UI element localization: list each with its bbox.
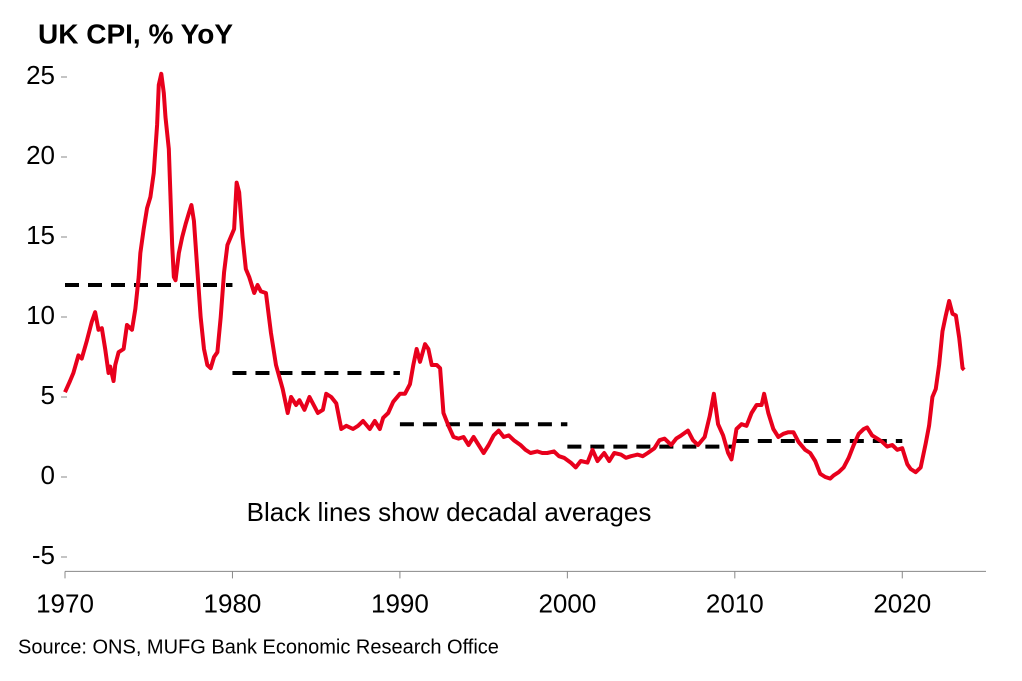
- x-tick-label: 1990: [371, 588, 429, 618]
- x-tick-label: 2010: [706, 588, 764, 618]
- x-tick-label: 2020: [873, 588, 931, 618]
- annotation: Black lines show decadal averages: [247, 497, 652, 527]
- x-tick-label: 1970: [36, 588, 94, 618]
- x-tick-label: 1980: [204, 588, 262, 618]
- y-tick-label: 25: [26, 60, 55, 90]
- x-tick-label: 2000: [538, 588, 596, 618]
- y-tick-label: 15: [26, 220, 55, 250]
- source: Source: ONS, MUFG Bank Economic Research…: [18, 636, 499, 658]
- y-tick-label: 5: [41, 380, 55, 410]
- y-tick-label: 10: [26, 300, 55, 330]
- chart-title: UK CPI, % YoY: [38, 18, 233, 49]
- y-tick-label: -5: [32, 540, 55, 570]
- y-tick-label: 20: [26, 140, 55, 170]
- cpi-line: [63, 71, 966, 481]
- y-tick-label: 0: [41, 460, 55, 490]
